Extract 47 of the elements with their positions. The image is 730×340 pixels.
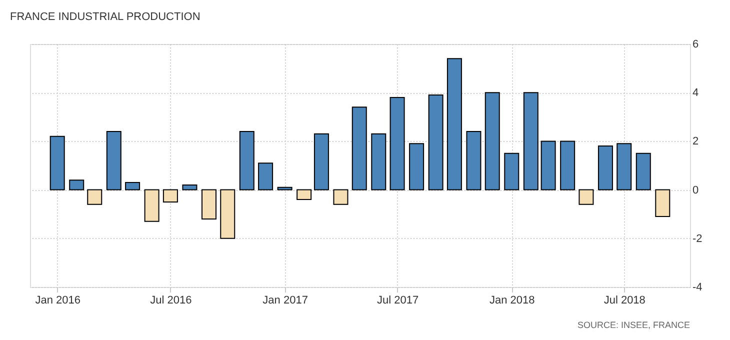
- x-tick-label: Jan 2016: [35, 294, 80, 306]
- bar: [314, 133, 329, 190]
- bar: [352, 106, 367, 190]
- bar: [616, 143, 632, 190]
- bar: [296, 189, 312, 200]
- bar: [277, 186, 292, 190]
- x-tick-label: Jul 2017: [376, 294, 419, 306]
- bar: [50, 136, 65, 190]
- bar: [578, 189, 594, 205]
- bar: [144, 189, 160, 222]
- bar: [239, 130, 254, 190]
- bar: [258, 162, 274, 190]
- bar: [162, 189, 178, 202]
- bar: [598, 146, 613, 190]
- bar: [182, 184, 198, 190]
- bar: [333, 189, 348, 205]
- y-tick-label: -2: [692, 232, 702, 245]
- y-tick-label: 2: [692, 136, 699, 148]
- x-tick-label: Jul 2018: [604, 294, 646, 306]
- y-tick-label: 4: [692, 87, 699, 100]
- bar: [125, 182, 140, 190]
- bar: [106, 130, 122, 190]
- x-tick-label: Jul 2016: [150, 294, 192, 306]
- x-tick-label: Jan 2018: [490, 294, 535, 306]
- bar: [69, 180, 84, 190]
- bar: [466, 130, 482, 190]
- bar: [390, 96, 405, 190]
- bar: [560, 140, 576, 190]
- bar: [484, 92, 500, 190]
- x-tick-label: Jan 2017: [262, 294, 308, 306]
- chart-title: FRANCE INDUSTRIAL PRODUCTION: [10, 11, 200, 23]
- bar: [655, 189, 670, 218]
- bar: [409, 143, 424, 190]
- bar: [201, 189, 216, 220]
- y-tick-label: -4: [692, 282, 702, 294]
- source-note: SOURCE: INSEE, FRANCE: [577, 320, 690, 330]
- bar: [371, 133, 386, 190]
- y-tick-label: 6: [692, 38, 699, 50]
- bar: [504, 152, 520, 190]
- bar: [523, 92, 538, 190]
- bar: [220, 189, 236, 239]
- bar: [446, 58, 462, 190]
- y-tick-label: 0: [692, 184, 699, 196]
- bar: [540, 140, 556, 190]
- bar: [636, 152, 651, 190]
- bar: [428, 94, 444, 190]
- bar: [87, 189, 102, 205]
